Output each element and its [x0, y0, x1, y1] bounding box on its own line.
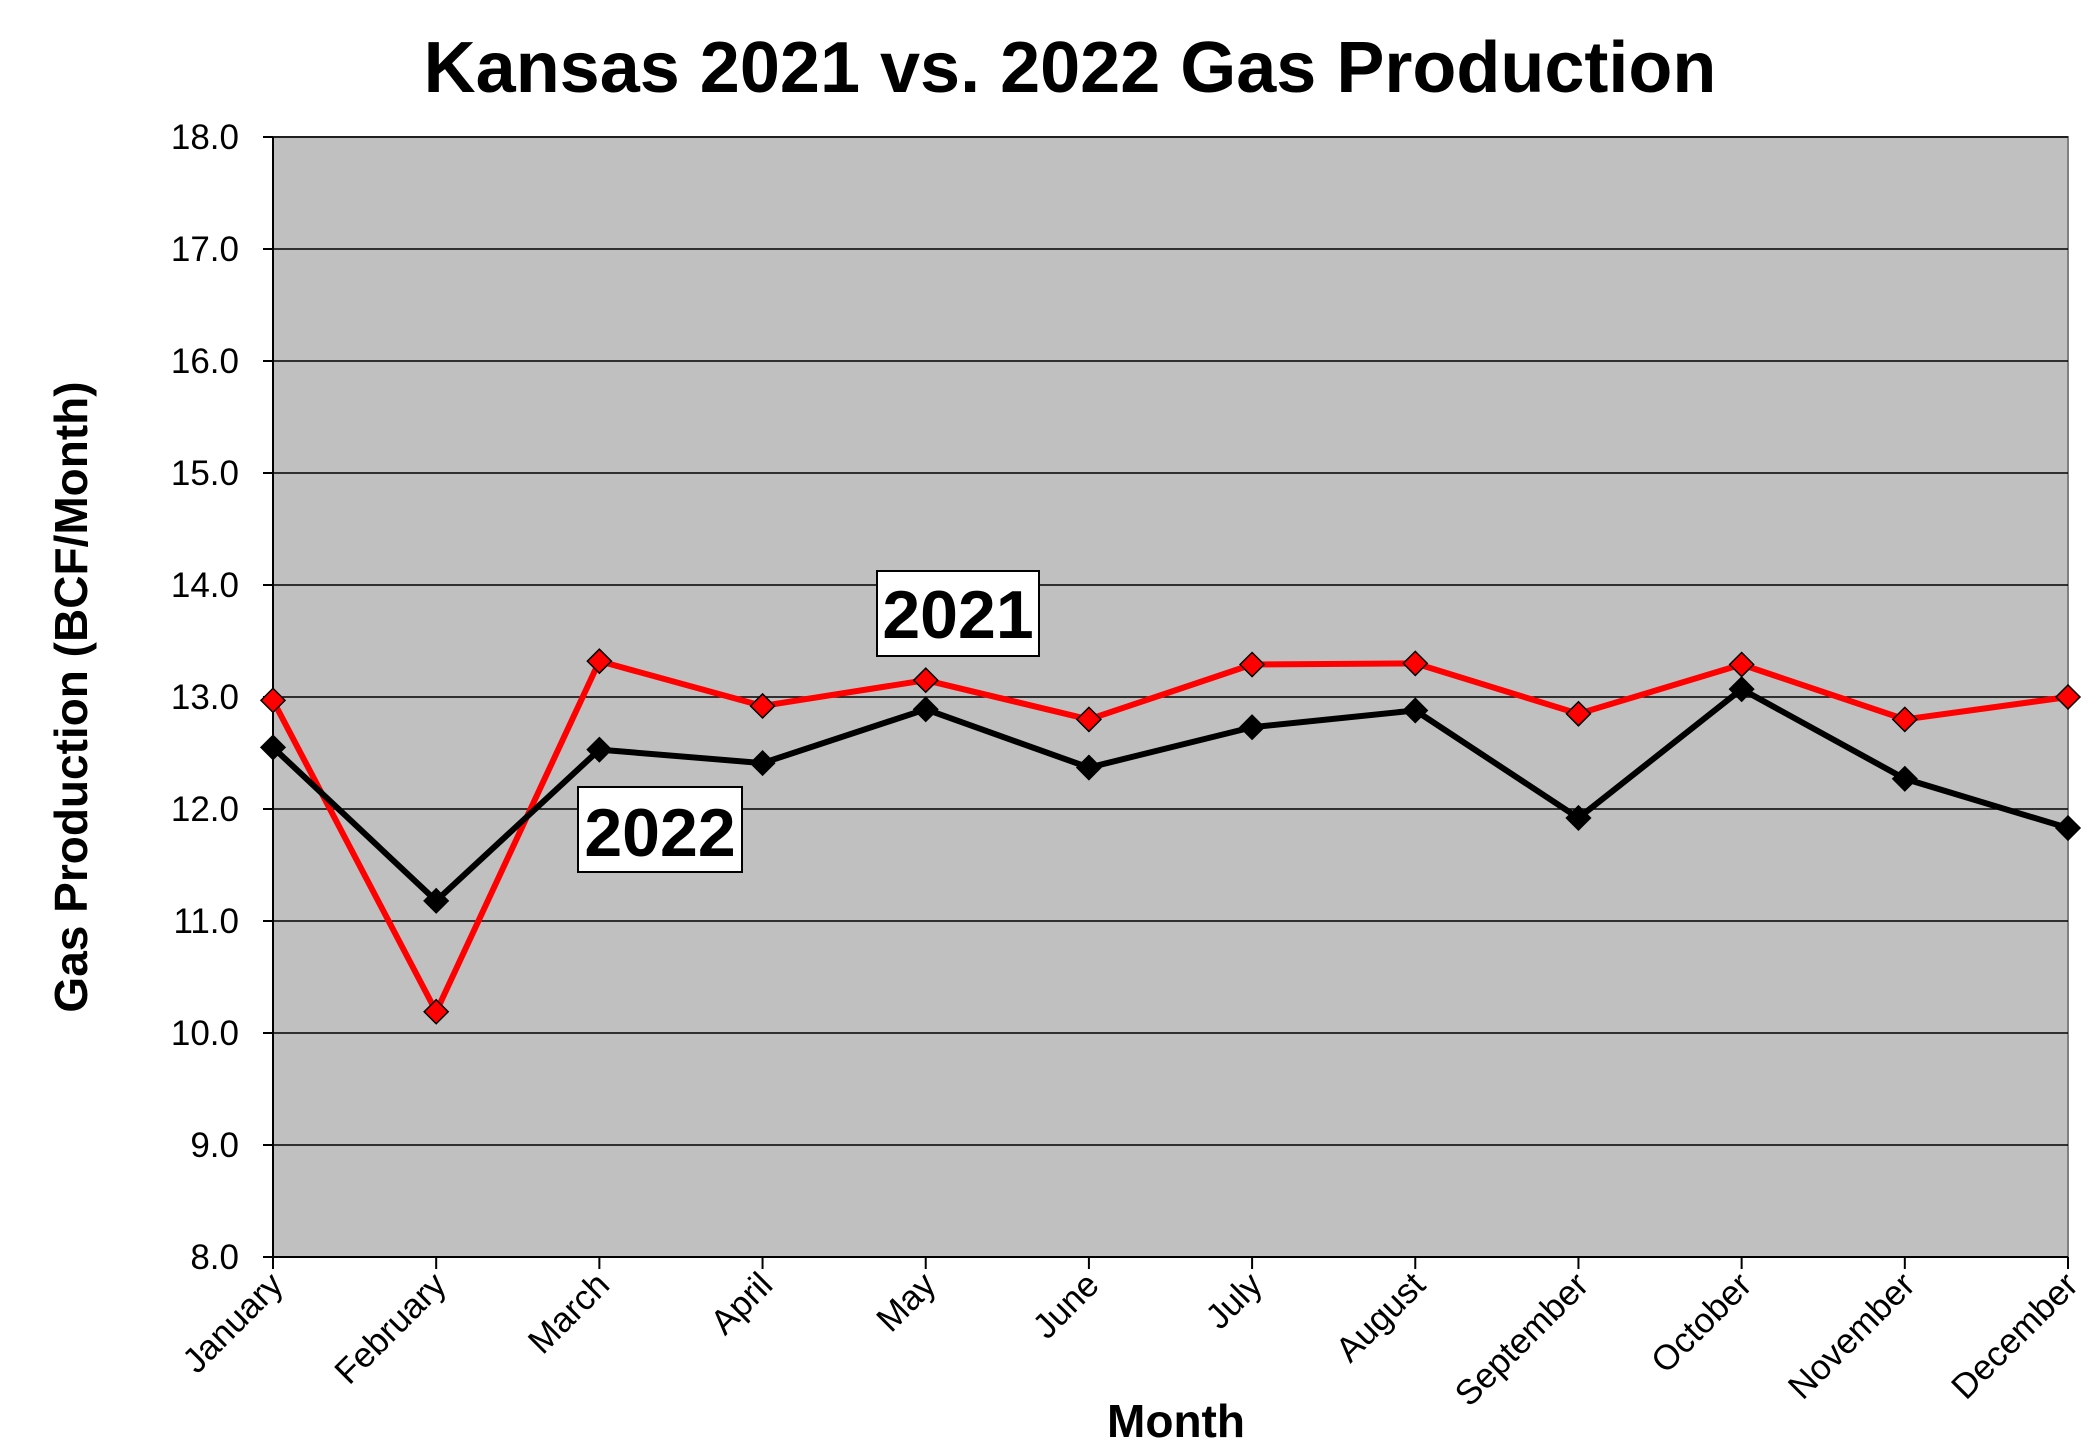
- marker-2021-march: [586, 648, 613, 675]
- x-axis: January February March April May June July Augu…: [175, 1256, 2086, 1414]
- marker-2022-april: [749, 750, 776, 777]
- chart-title: Kansas 2021 vs. 2022 Gas Production: [424, 28, 1717, 108]
- y-tick-label: 12.0: [171, 790, 239, 829]
- x-tick-label: May: [869, 1265, 944, 1340]
- marker-2021-july: [1239, 651, 1266, 678]
- x-tick-label: August: [1328, 1265, 1433, 1370]
- marker-2021-august: [1402, 650, 1429, 677]
- y-tick-label: 17.0: [171, 230, 239, 269]
- x-tick-label: April: [703, 1265, 780, 1342]
- marker-2021-december: [2054, 683, 2082, 711]
- y-tick-label: 16.0: [171, 342, 239, 381]
- series-label-2022-frame: [577, 786, 743, 873]
- marker-2022-july: [1239, 714, 1266, 741]
- x-tick-label: February: [327, 1265, 454, 1392]
- marker-2022-june: [1075, 754, 1102, 781]
- y-tick-label: 9.0: [190, 1126, 239, 1165]
- marker-2022-march: [586, 736, 613, 763]
- x-tick-label: September: [1447, 1265, 1596, 1414]
- y-tick-label: 15.0: [171, 454, 239, 493]
- series-markers: [259, 648, 2082, 1025]
- series-label-2022: 2022: [584, 795, 735, 871]
- marker-2021-may: [912, 667, 939, 694]
- marker-2022-december: [2054, 814, 2082, 842]
- y-tick-label: 11.0: [173, 902, 239, 941]
- marker-2021-november: [1891, 706, 1918, 733]
- marker-2021-september: [1565, 700, 1592, 727]
- y-tick-label: 8.0: [190, 1238, 239, 1277]
- x-tick-label: July: [1198, 1265, 1270, 1337]
- y-tick-label: 14.0: [171, 566, 239, 605]
- marker-2022-november: [1891, 765, 1918, 792]
- series-line-2022: [270, 686, 2069, 904]
- x-axis-title: Month: [1107, 1395, 1245, 1447]
- x-tick-label: March: [521, 1265, 617, 1361]
- marker-2021-january: [259, 687, 287, 714]
- x-tick-label: November: [1781, 1265, 1923, 1407]
- y-tick-label: 10.0: [171, 1014, 239, 1053]
- gridlines: [273, 136, 2068, 1146]
- marker-2022-january: [259, 734, 287, 761]
- y-tick-label: 18.0: [171, 118, 239, 157]
- x-tick-label: October: [1644, 1265, 1760, 1381]
- series-label-2022-box: 2022: [577, 786, 743, 873]
- marker-2021-february: [423, 998, 450, 1025]
- series-line-2021: [270, 658, 2069, 1015]
- x-tick-label: June: [1025, 1265, 1106, 1346]
- y-axis: 8.0 9.0 10.0 11.0 12.0 13.0 14.0 15.0 16.0 17.0 18…: [171, 118, 274, 1277]
- series-lines: [270, 658, 2069, 1015]
- marker-2022-august: [1402, 697, 1429, 724]
- y-tick-label: 13.0: [171, 678, 239, 717]
- y-axis-title: Gas Production (BCF/Month): [45, 381, 97, 1012]
- x-tick-label: December: [1944, 1265, 2086, 1407]
- x-tick-label: January: [175, 1265, 291, 1381]
- series-label-2021-frame: [876, 570, 1040, 657]
- marker-2021-june: [1075, 706, 1102, 733]
- marker-2021-april: [749, 692, 776, 720]
- marker-2022-may: [912, 696, 939, 723]
- marker-2022-september: [1565, 804, 1592, 832]
- marker-2022-october: [1728, 676, 1755, 703]
- series-label-2021: 2021: [882, 577, 1033, 653]
- marker-2022-february: [423, 887, 450, 914]
- series-label-2021-box: 2021: [876, 570, 1040, 657]
